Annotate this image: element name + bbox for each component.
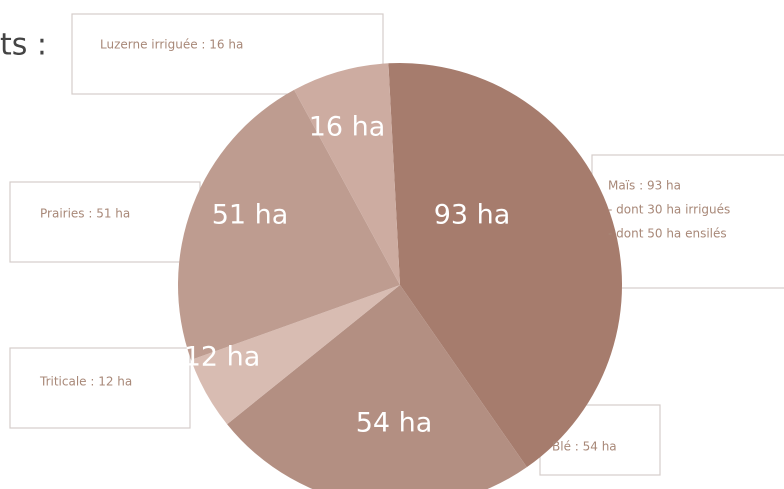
pie-slice — [178, 89, 400, 360]
value-label: 16 ha — [309, 112, 386, 143]
callout-box — [9, 181, 201, 263]
callout-box — [9, 347, 191, 429]
heading-fragment: ts : — [0, 28, 47, 63]
value-label: 93 ha — [434, 200, 511, 231]
value-label: 51 ha — [212, 200, 289, 231]
value-label: 54 ha — [356, 408, 433, 439]
callout-label: Blé : 54 ha — [552, 440, 617, 454]
callout-label: Maïs : 93 ha — [608, 179, 681, 193]
pie-slice — [227, 285, 527, 489]
callout-box — [71, 13, 384, 95]
callout-label: Prairies : 51 ha — [40, 207, 130, 221]
callout-label: Luzerne irriguée : 16 ha — [100, 38, 243, 52]
pie-slice — [294, 63, 400, 285]
pie-slice — [191, 285, 400, 425]
callout-note: - dont 50 ha ensilés — [608, 227, 727, 241]
callout-note: - dont 30 ha irrigués — [608, 203, 730, 217]
value-label: 12 ha — [184, 342, 261, 373]
pie-slice — [388, 63, 622, 468]
callout-label: Triticale : 12 ha — [39, 375, 132, 389]
